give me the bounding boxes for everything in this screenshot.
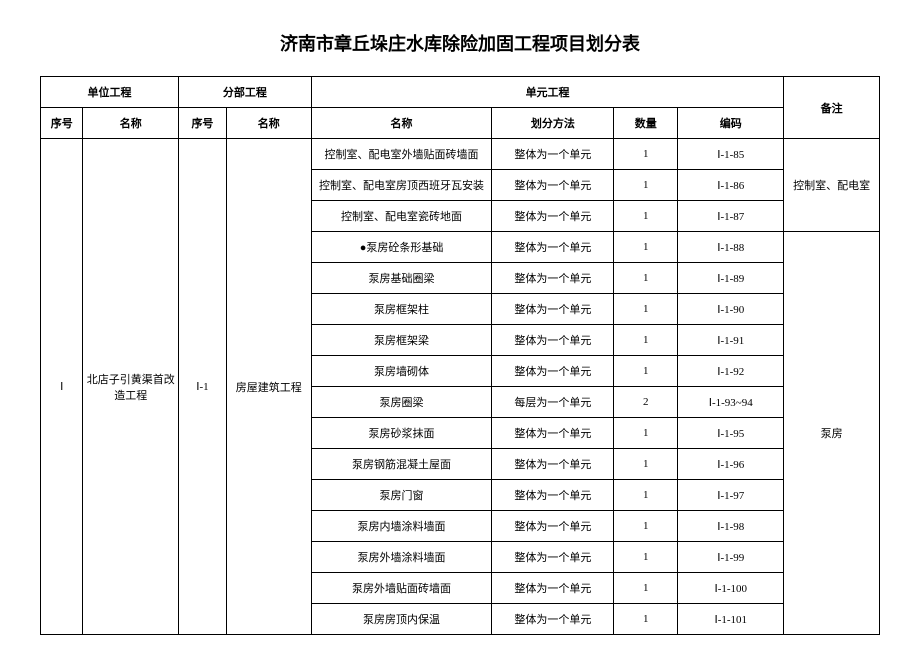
cell-code: Ⅰ-1-85 <box>678 139 784 170</box>
document-title: 济南市章丘垛庄水库除险加固工程项目划分表 <box>40 30 880 56</box>
cell-code: Ⅰ-1-99 <box>678 542 784 573</box>
header-unit-project: 单位工程 <box>41 77 179 108</box>
cell-qty: 1 <box>614 139 678 170</box>
cell-code: Ⅰ-1-89 <box>678 263 784 294</box>
cell-qty: 1 <box>614 480 678 511</box>
cell-code: Ⅰ-1-92 <box>678 356 784 387</box>
cell-method: 整体为一个单元 <box>492 201 614 232</box>
cell-method: 整体为一个单元 <box>492 325 614 356</box>
cell-qty: 1 <box>614 325 678 356</box>
cell-code: Ⅰ-1-93~94 <box>678 387 784 418</box>
cell-method: 整体为一个单元 <box>492 604 614 635</box>
cell-qty: 1 <box>614 201 678 232</box>
cell-code: Ⅰ-1-88 <box>678 232 784 263</box>
cell-name: 泵房砂浆抹面 <box>311 418 492 449</box>
header-unit-seq: 序号 <box>41 108 83 139</box>
cell-method: 整体为一个单元 <box>492 418 614 449</box>
header-part-seq: 序号 <box>179 108 227 139</box>
cell-code: Ⅰ-1-86 <box>678 170 784 201</box>
cell-name: 泵房外墙涂料墙面 <box>311 542 492 573</box>
remark-cell: 控制室、配电室 <box>784 139 880 232</box>
cell-qty: 1 <box>614 542 678 573</box>
cell-qty: 1 <box>614 294 678 325</box>
cell-method: 整体为一个单元 <box>492 573 614 604</box>
cell-method: 整体为一个单元 <box>492 232 614 263</box>
header-unit-name: 名称 <box>83 108 179 139</box>
project-table: 单位工程 分部工程 单元工程 备注 序号 名称 序号 名称 名称 划分方法 数量… <box>40 76 880 635</box>
cell-name: ●泵房砼条形基础 <box>311 232 492 263</box>
cell-name: 泵房圈梁 <box>311 387 492 418</box>
cell-code: Ⅰ-1-95 <box>678 418 784 449</box>
cell-name: 泵房框架柱 <box>311 294 492 325</box>
cell-method: 整体为一个单元 <box>492 449 614 480</box>
cell-qty: 1 <box>614 511 678 542</box>
cell-name: 控制室、配电室瓷砖地面 <box>311 201 492 232</box>
header-part-name: 名称 <box>226 108 311 139</box>
header-cell-method: 划分方法 <box>492 108 614 139</box>
cell-name: 泵房外墙贴面砖墙面 <box>311 573 492 604</box>
cell-code: Ⅰ-1-96 <box>678 449 784 480</box>
remark-cell: 泵房 <box>784 232 880 635</box>
cell-qty: 1 <box>614 170 678 201</box>
cell-method: 整体为一个单元 <box>492 263 614 294</box>
cell-method: 整体为一个单元 <box>492 170 614 201</box>
cell-qty: 1 <box>614 449 678 480</box>
cell-method: 整体为一个单元 <box>492 294 614 325</box>
header-remark: 备注 <box>784 77 880 139</box>
cell-name: 泵房墙砌体 <box>311 356 492 387</box>
cell-name: 控制室、配电室外墙贴面砖墙面 <box>311 139 492 170</box>
cell-method: 整体为一个单元 <box>492 139 614 170</box>
cell-name: 泵房基础圈梁 <box>311 263 492 294</box>
cell-name: 泵房框架梁 <box>311 325 492 356</box>
cell-qty: 1 <box>614 356 678 387</box>
cell-code: Ⅰ-1-101 <box>678 604 784 635</box>
cell-method: 每层为一个单元 <box>492 387 614 418</box>
cell-qty: 1 <box>614 604 678 635</box>
header-cell-qty: 数量 <box>614 108 678 139</box>
cell-method: 整体为一个单元 <box>492 542 614 573</box>
cell-code: Ⅰ-1-87 <box>678 201 784 232</box>
cell-qty: 1 <box>614 573 678 604</box>
cell-qty: 1 <box>614 263 678 294</box>
cell-name: 泵房钢筋混凝土屋面 <box>311 449 492 480</box>
cell-code: Ⅰ-1-98 <box>678 511 784 542</box>
part-seq: Ⅰ-1 <box>179 139 227 635</box>
cell-method: 整体为一个单元 <box>492 356 614 387</box>
cell-code: Ⅰ-1-97 <box>678 480 784 511</box>
cell-qty: 2 <box>614 387 678 418</box>
cell-qty: 1 <box>614 418 678 449</box>
header-cell-name: 名称 <box>311 108 492 139</box>
cell-code: Ⅰ-1-91 <box>678 325 784 356</box>
unit-name: 北店子引黄渠首改造工程 <box>83 139 179 635</box>
cell-name: 泵房房顶内保温 <box>311 604 492 635</box>
part-name: 房屋建筑工程 <box>226 139 311 635</box>
cell-code: Ⅰ-1-90 <box>678 294 784 325</box>
cell-name: 泵房门窗 <box>311 480 492 511</box>
cell-name: 控制室、配电室房顶西班牙瓦安装 <box>311 170 492 201</box>
header-part-project: 分部工程 <box>179 77 312 108</box>
cell-method: 整体为一个单元 <box>492 511 614 542</box>
header-cell-project: 单元工程 <box>311 77 784 108</box>
header-cell-code: 编码 <box>678 108 784 139</box>
cell-code: Ⅰ-1-100 <box>678 573 784 604</box>
cell-qty: 1 <box>614 232 678 263</box>
unit-seq: Ⅰ <box>41 139 83 635</box>
table-row: Ⅰ北店子引黄渠首改造工程Ⅰ-1房屋建筑工程控制室、配电室外墙贴面砖墙面整体为一个… <box>41 139 880 170</box>
cell-method: 整体为一个单元 <box>492 480 614 511</box>
cell-name: 泵房内墙涂料墙面 <box>311 511 492 542</box>
